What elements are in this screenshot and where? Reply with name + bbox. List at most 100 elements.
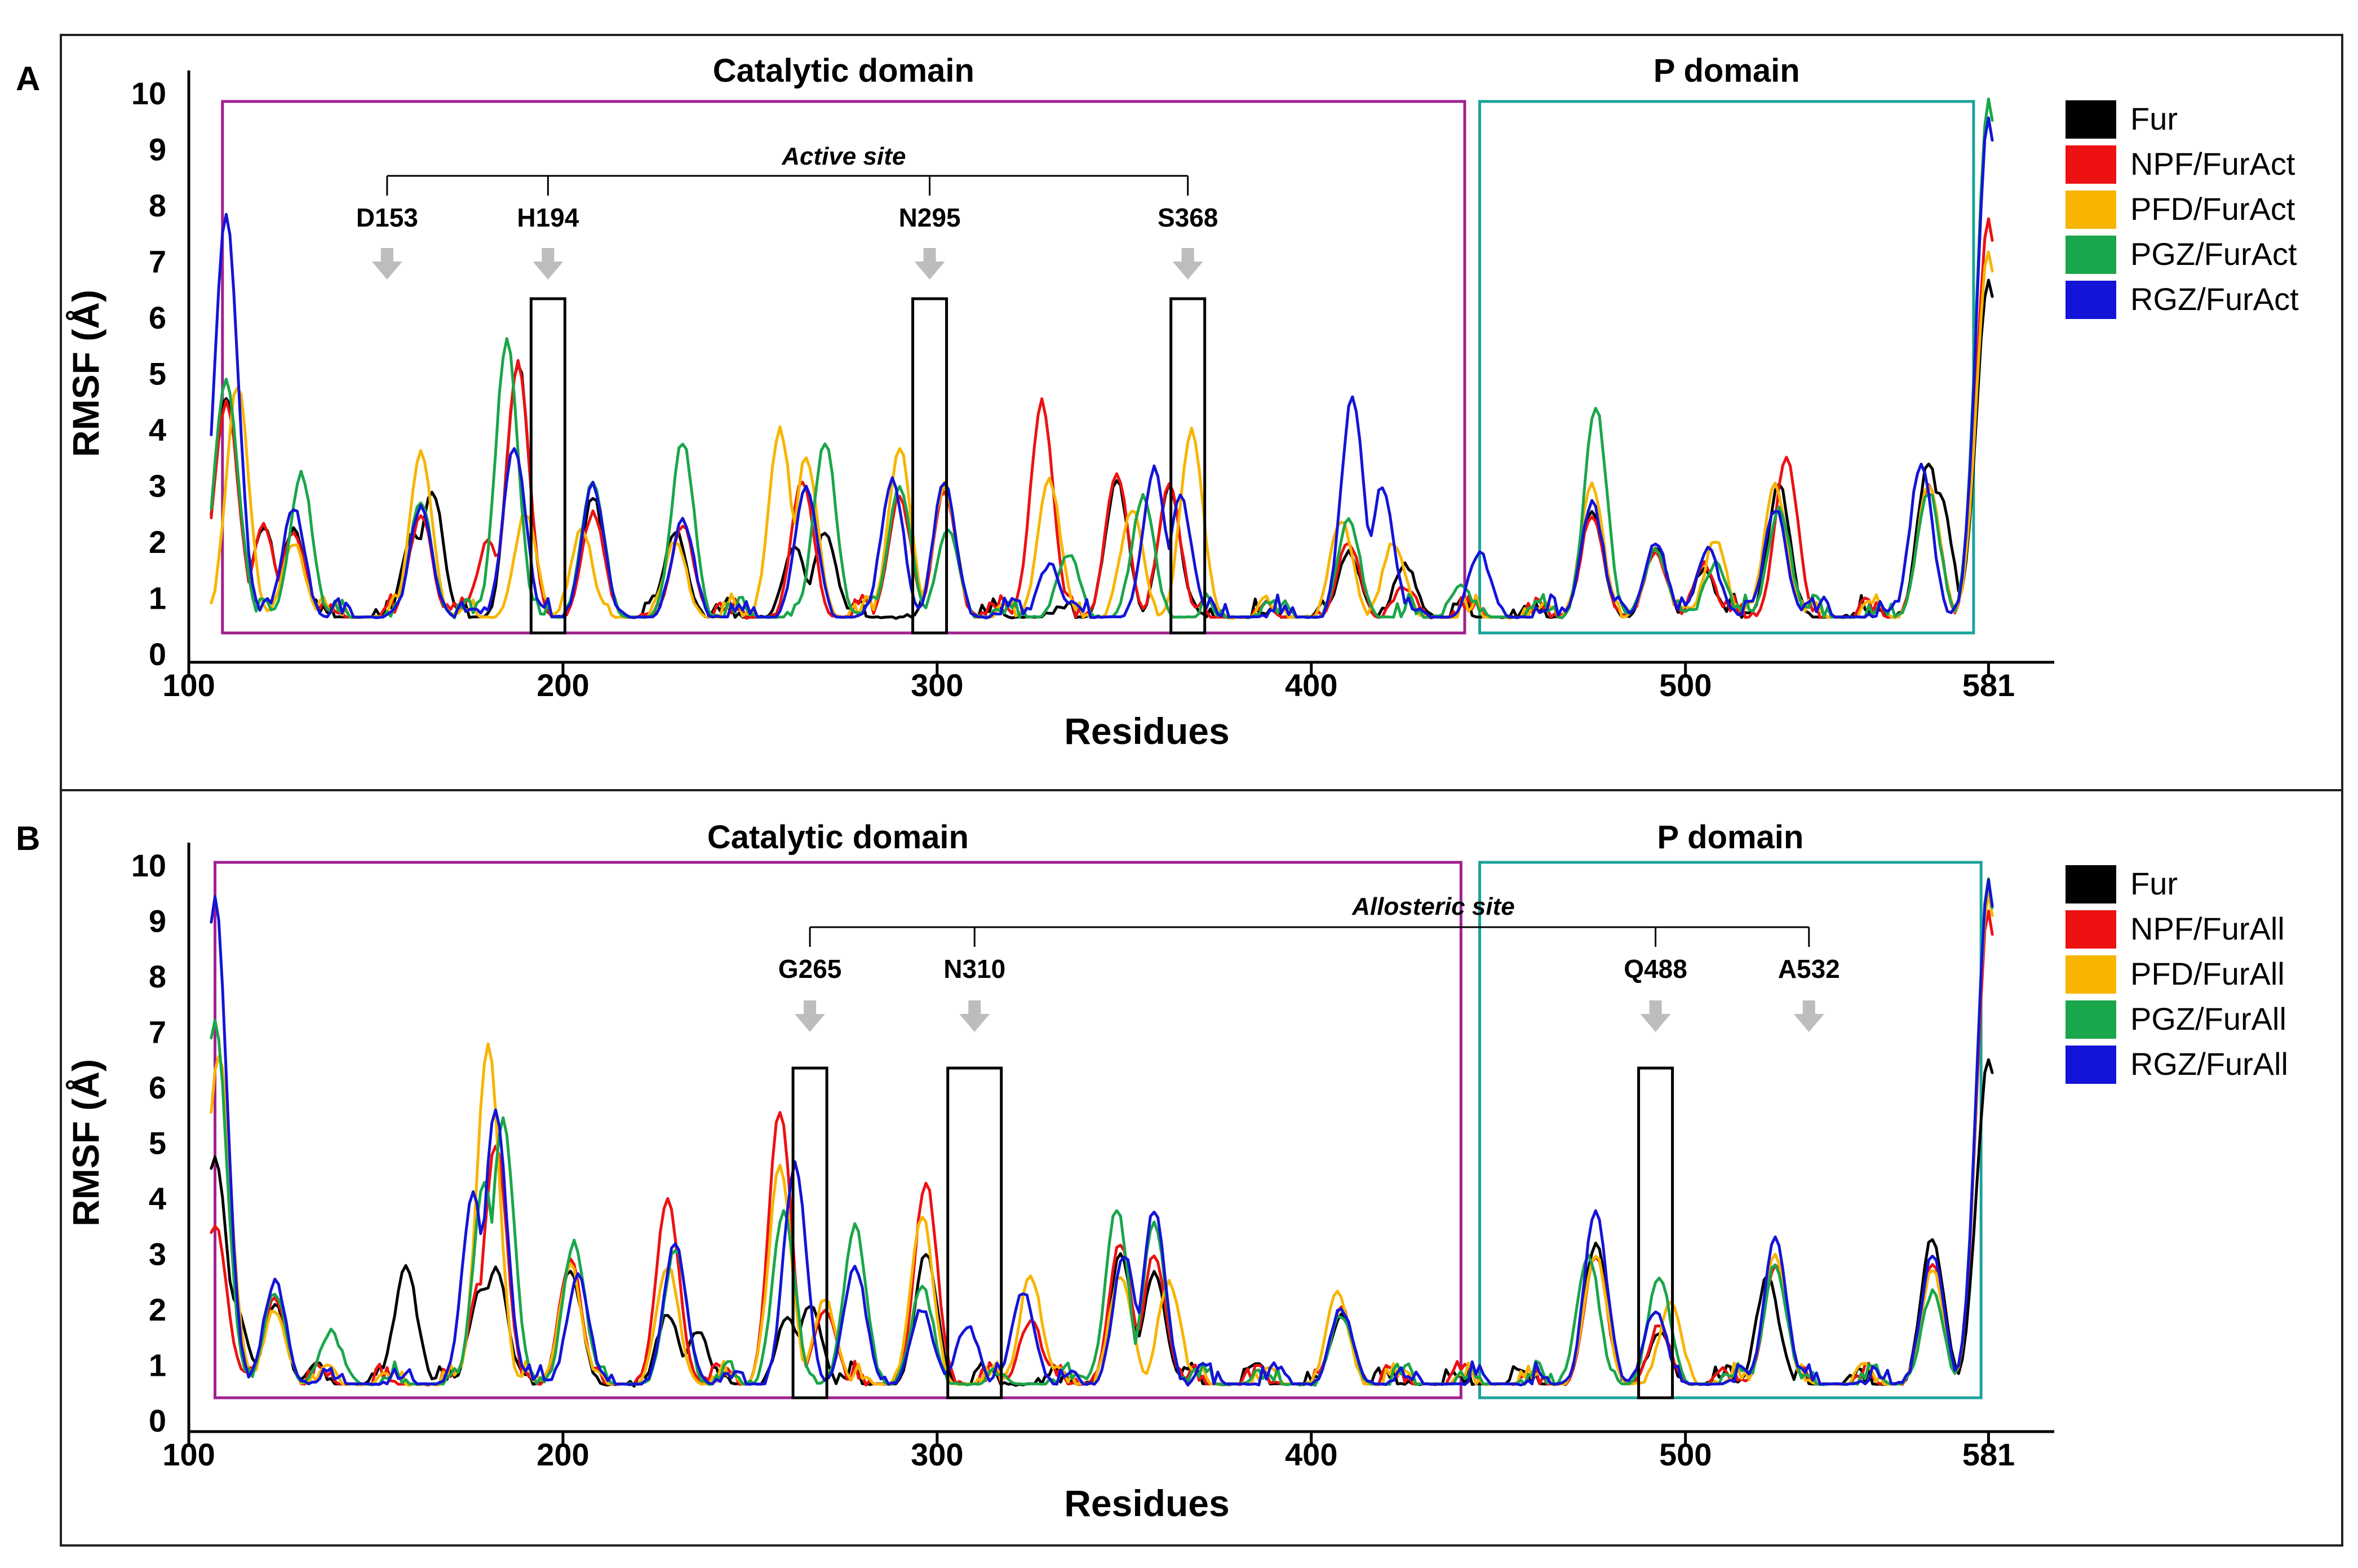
residue-label-g265: G265	[778, 954, 842, 984]
p-domain-title: P domain	[1657, 819, 1803, 856]
residue-box-n295	[911, 297, 948, 635]
y-tick-label: 5	[149, 356, 166, 392]
legend-label: RGZ/FurAct	[2130, 281, 2299, 317]
residue-label-s368: S368	[1158, 203, 1218, 232]
down-arrow-icon	[1793, 1000, 1824, 1032]
down-arrow-icon	[1172, 248, 1203, 280]
legend-label: PGZ/FurAct	[2130, 236, 2297, 272]
y-axis-title: RMSF (Å)	[65, 290, 107, 457]
y-tick-label: 9	[149, 132, 166, 167]
catalytic-domain-title: Catalytic domain	[707, 819, 969, 856]
catalytic-domain-box	[213, 861, 1462, 1399]
residue-label-h194: H194	[517, 203, 579, 232]
site-title: Allosteric site	[1351, 893, 1515, 920]
residue-box-h194	[529, 297, 566, 635]
panel-b-border	[60, 789, 2343, 1547]
residue-box-s368	[1169, 297, 1207, 635]
x-tick-label: 581	[1962, 667, 2015, 703]
panel-letter: A	[16, 60, 40, 98]
x-tick-label: 400	[1285, 1437, 1337, 1472]
series-line-rgz-furall	[210, 878, 1994, 1387]
legend-swatch	[2066, 910, 2116, 949]
y-tick-label: 6	[149, 300, 166, 335]
x-axis-title: Residues	[1064, 1482, 1229, 1524]
x-tick-label: 100	[162, 667, 215, 703]
legend-label: PGZ/FurAll	[2130, 1001, 2286, 1037]
y-tick-label: 3	[149, 1237, 166, 1272]
y-tick-label: 2	[149, 524, 166, 560]
y-tick-label: 1	[149, 581, 166, 616]
panel-a: A 0 1 2 3 4 5 6 7 8 9 10 100 200 300 400 500 581 Residues R…	[16, 52, 2299, 752]
catalytic-domain-box	[221, 100, 1466, 635]
x-tick-label: 200	[537, 1437, 589, 1472]
y-tick-label: 6	[149, 1070, 166, 1105]
y-tick-label: 9	[149, 903, 166, 939]
series-line-npf-furact	[210, 217, 1994, 620]
down-arrow-icon	[914, 248, 945, 280]
legend-label: RGZ/FurAll	[2130, 1046, 2288, 1082]
down-arrow-icon	[371, 248, 402, 280]
legend-swatch	[2066, 236, 2116, 274]
legend-label: NPF/FurAct	[2130, 146, 2295, 181]
x-tick-label: 500	[1659, 667, 1712, 703]
series-line-rgz-furact	[210, 116, 1994, 619]
x-tick-label: 400	[1285, 667, 1337, 703]
x-axis-title: Residues	[1064, 710, 1229, 752]
panel-letter: B	[16, 820, 40, 857]
site-title: Active site	[781, 143, 906, 170]
legend-label: NPF/FurAll	[2130, 911, 2285, 946]
catalytic-domain-title: Catalytic domain	[713, 52, 974, 89]
p-domain-box	[1478, 861, 1983, 1399]
legend-swatch	[2066, 1046, 2116, 1084]
y-tick-label: 5	[149, 1126, 166, 1161]
series-line-pfd-furall	[210, 892, 1994, 1387]
y-tick-label: 1	[149, 1348, 166, 1383]
down-arrow-icon	[795, 1000, 826, 1032]
panel-b: B 0 1 2 3 4 5 6 7 8 9 10 100 200 300 400 500 581 Residues R…	[16, 819, 2288, 1524]
legend-swatch	[2066, 955, 2116, 994]
legend-swatch	[2066, 865, 2116, 903]
y-tick-label: 2	[149, 1292, 166, 1327]
residue-label-d153: D153	[356, 203, 418, 232]
x-tick-label: 100	[162, 1437, 215, 1472]
down-arrow-icon	[959, 1000, 990, 1032]
x-tick-label: 200	[537, 667, 589, 703]
x-tick-label: 300	[911, 1437, 963, 1472]
residue-label-n295: N295	[899, 203, 961, 232]
y-tick-label: 7	[149, 1015, 166, 1050]
legend-swatch	[2066, 281, 2116, 319]
y-axis-title: RMSF (Å)	[65, 1059, 107, 1226]
down-arrow-icon	[533, 248, 564, 280]
legend-swatch	[2066, 145, 2116, 184]
residue-box-g265	[791, 1066, 828, 1399]
legend-swatch	[2066, 100, 2116, 139]
residue-box-q488	[1637, 1066, 1674, 1399]
y-tick-label: 8	[149, 188, 166, 223]
p-domain-box	[1478, 100, 1975, 635]
x-tick-label: 581	[1962, 1437, 2015, 1472]
y-tick-label: 10	[131, 848, 166, 883]
x-tick-label: 500	[1659, 1437, 1712, 1472]
y-tick-label: 10	[131, 76, 166, 111]
legend-label: PFD/FurAct	[2130, 191, 2295, 227]
y-tick-label: 4	[149, 1181, 166, 1216]
y-tick-label: 0	[149, 636, 166, 672]
y-tick-label: 7	[149, 244, 166, 280]
legend-swatch	[2066, 1000, 2116, 1039]
y-tick-label: 4	[149, 412, 166, 448]
residue-label-a532: A532	[1778, 954, 1840, 984]
series-line-pgz-furact	[210, 98, 1994, 619]
y-tick-label: 0	[149, 1403, 166, 1438]
x-tick-label: 300	[911, 667, 963, 703]
legend-label: Fur	[2130, 866, 2178, 901]
residue-box-n310	[946, 1066, 1003, 1399]
p-domain-title: P domain	[1654, 52, 1800, 89]
residue-label-n310: N310	[943, 954, 1005, 984]
y-tick-label: 8	[149, 959, 166, 994]
down-arrow-icon	[1640, 1000, 1671, 1032]
residue-label-q488: Q488	[1624, 954, 1687, 984]
legend-label: Fur	[2130, 101, 2178, 136]
y-tick-label: 3	[149, 468, 166, 504]
